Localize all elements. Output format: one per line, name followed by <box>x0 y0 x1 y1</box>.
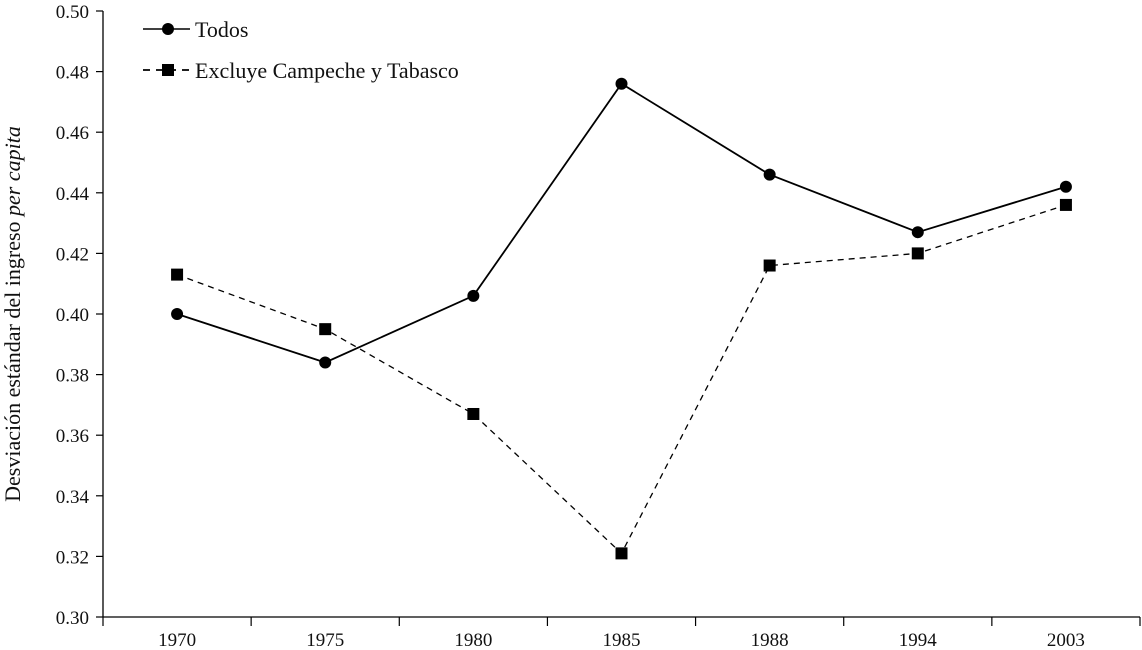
y-tick-label-1: 0.32 <box>56 547 89 568</box>
axes <box>102 11 1140 618</box>
series-1-point-4 <box>763 259 776 272</box>
series-1 <box>171 198 1072 560</box>
series-1-point-0 <box>171 268 184 281</box>
y-tick-label-2: 0.34 <box>56 487 90 508</box>
legend-label-0: Todos <box>195 17 248 42</box>
legend: Todos Excluye Campeche y Tabasco <box>143 17 459 83</box>
series-1-point-5 <box>911 247 924 260</box>
series-1-point-3 <box>615 547 628 560</box>
x-tick-label-3: 1985 <box>603 630 641 650</box>
x-tick-label-6: 2003 <box>1047 630 1085 650</box>
y-tick-label-5: 0.40 <box>56 305 89 326</box>
legend-label-1: Excluye Campeche y Tabasco <box>195 58 459 83</box>
x-tick-label-5: 1994 <box>899 630 938 650</box>
x-tick-label-2: 1980 <box>454 630 492 650</box>
y-tick-label-4: 0.38 <box>56 366 89 387</box>
y-axis-label: Desviación estándar del ingreso per capi… <box>0 126 25 502</box>
x-tick-label-4: 1988 <box>751 630 789 650</box>
series-0-point-3 <box>615 77 628 90</box>
series-0 <box>171 77 1072 369</box>
series-1-line <box>176 204 1067 555</box>
series-1-point-1 <box>319 323 332 336</box>
y-axis-label-italic: per capita <box>0 126 25 218</box>
y-tick-label-3: 0.36 <box>56 426 89 447</box>
y-tick-label-9: 0.48 <box>56 63 89 84</box>
series-0-point-1 <box>319 356 332 369</box>
x-tick-label-0: 1970 <box>158 630 196 650</box>
y-tick-label-6: 0.42 <box>56 244 89 265</box>
series-layer <box>171 77 1072 560</box>
series-1-point-6 <box>1059 198 1072 211</box>
series-0-line <box>176 82 1067 364</box>
y-tick-label-0: 0.30 <box>56 608 89 629</box>
series-0-point-0 <box>171 308 184 320</box>
series-0-point-4 <box>763 168 776 181</box>
y-tick-label-10: 0.50 <box>56 2 89 23</box>
y-tick-label-8: 0.46 <box>56 123 89 144</box>
y-tick-label-7: 0.44 <box>56 184 90 205</box>
series-0-point-5 <box>911 226 924 239</box>
legend-marker-0 <box>162 23 174 35</box>
x-axis-ticks: 1970 1975 1980 1985 1988 1994 2003 <box>102 617 1141 650</box>
series-0-point-6 <box>1059 180 1072 193</box>
legend-marker-1 <box>162 64 174 76</box>
x-tick-label-1: 1975 <box>306 630 344 650</box>
series-0-point-2 <box>467 289 480 302</box>
y-axis-label-main: Desviación estándar del ingreso <box>0 221 25 501</box>
series-1-point-2 <box>467 407 480 420</box>
y-axis-ticks: 0.30 0.32 0.34 0.36 0.38 0.40 0.42 0.44 0.46 0.48… <box>56 2 103 629</box>
